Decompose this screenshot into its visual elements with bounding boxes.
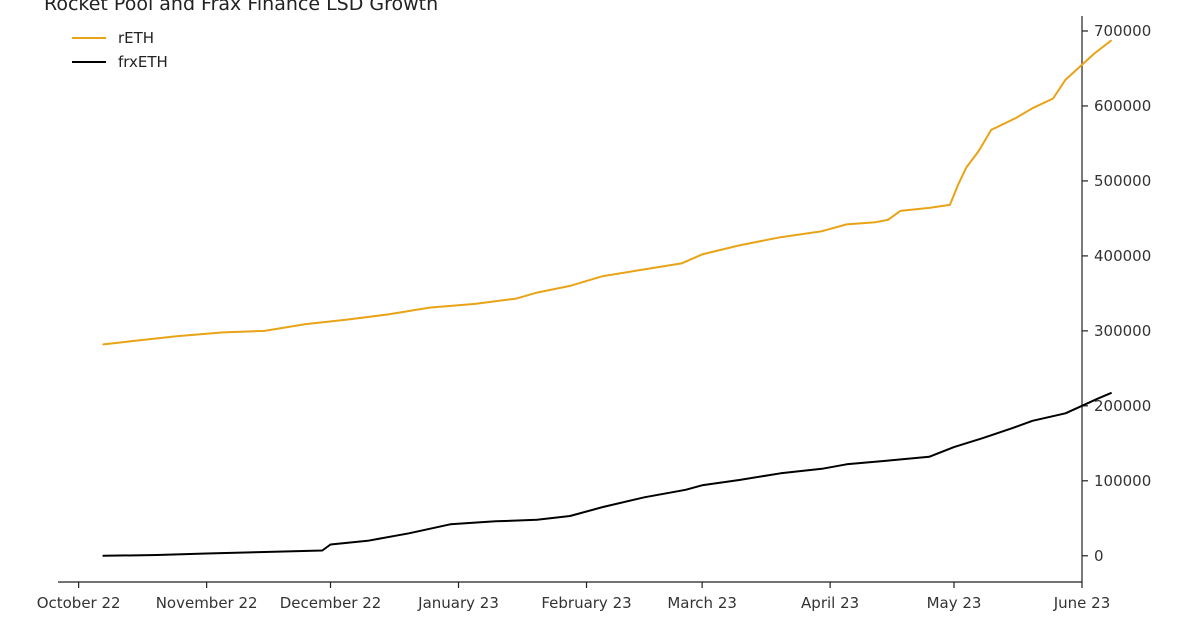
x-axis-ticks: October 22 November 22 December 22 January … bbox=[37, 582, 1111, 612]
y-tick-label: 300000 bbox=[1094, 322, 1151, 340]
series-line-reth bbox=[102, 39, 1112, 346]
y-axis-ticks: 0 100000 200000 300000 400000 500000 600000 700… bbox=[1082, 22, 1151, 565]
x-tick-label: April 23 bbox=[801, 594, 859, 612]
y-tick-label: 400000 bbox=[1094, 247, 1151, 265]
x-tick-label: November 22 bbox=[156, 594, 258, 612]
x-tick-label: June 23 bbox=[1053, 594, 1111, 612]
y-tick-label: 200000 bbox=[1094, 397, 1151, 415]
y-tick-label: 100000 bbox=[1094, 472, 1151, 490]
x-tick-label: February 23 bbox=[541, 594, 631, 612]
x-tick-label: May 23 bbox=[927, 594, 982, 612]
x-tick-label: January 23 bbox=[417, 594, 499, 612]
y-tick-label: 0 bbox=[1094, 547, 1104, 565]
x-tick-label: December 22 bbox=[280, 594, 382, 612]
series-lines bbox=[102, 39, 1112, 557]
x-tick-label: October 22 bbox=[37, 594, 121, 612]
y-tick-label: 500000 bbox=[1094, 172, 1151, 190]
series-line-frxeth bbox=[102, 392, 1112, 557]
y-tick-label: 700000 bbox=[1094, 22, 1151, 40]
legend: rETH frxETH bbox=[72, 29, 168, 71]
x-tick-label: March 23 bbox=[667, 594, 737, 612]
y-tick-label: 600000 bbox=[1094, 97, 1151, 115]
legend-label-reth: rETH bbox=[118, 29, 154, 47]
chart-title: Rocket Pool and Frax Finance LSD Growth bbox=[44, 0, 439, 15]
legend-label-frxeth: frxETH bbox=[118, 53, 168, 71]
